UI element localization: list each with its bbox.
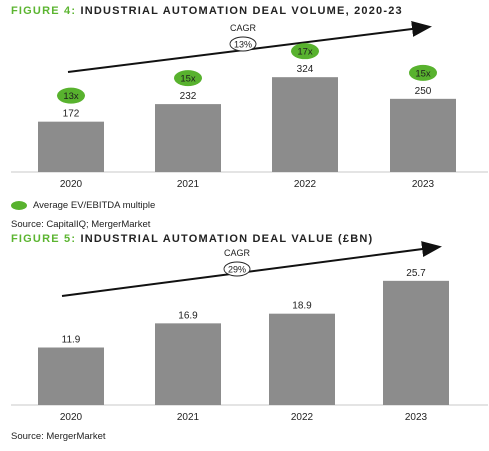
figure-5-title: FIGURE 5: INDUSTRIAL AUTOMATION DEAL VAL… [11,233,373,245]
legend: Average EV/EBITDA multiple [11,200,155,211]
figure-4-source: Source: CapitalIQ; MergerMarket [11,219,151,230]
cagr-bubble [229,36,257,52]
cagr-bubble [223,261,251,277]
x-tick-label-2021: 2021 [177,179,200,190]
bar-value-label-2022: 18.9 [292,301,312,312]
bar-value-label-2020: 11.9 [62,335,81,346]
multiple-badge-2021 [174,70,202,87]
cagr-label: CAGR [224,248,251,258]
bar-2021 [155,104,221,172]
cagr-arrow [61,241,442,297]
bar-2021 [155,323,221,405]
legend-swatch-multiple [11,201,27,210]
multiple-badge-label-2020: 13x [63,91,79,102]
multiple-badge-2023 [409,64,437,81]
multiple-badge-label-2023: 15x [415,68,431,79]
figure-4-title: FIGURE 4: INDUSTRIAL AUTOMATION DEAL VOL… [11,5,403,17]
deal-value-chart: CAGR 29% 11.9 2020 16.9 2021 18.9 2022 25.7 2023 [11,241,488,423]
multiple-badge-2020 [57,87,85,104]
bar-2022 [272,77,338,172]
x-tick-label-2022: 2022 [294,179,317,190]
bar-value-label-2022: 324 [297,64,314,75]
figure-5-title-text: INDUSTRIAL AUTOMATION DEAL VALUE (£BN) [80,233,374,245]
cagr-label: CAGR [230,23,257,33]
x-tick-label-2020: 2020 [60,179,83,190]
x-tick-label-2023: 2023 [412,179,435,190]
figure-5-source: Source: MergerMarket [11,431,106,442]
bar-2020 [38,347,104,405]
x-tick-label-2023: 2023 [405,412,428,423]
legend-label-multiple: Average EV/EBITDA multiple [33,200,156,211]
bar-2022 [269,313,335,405]
figure-4-title-text: INDUSTRIAL AUTOMATION DEAL VOLUME, 2020-… [80,5,403,17]
bar-value-label-2021: 16.9 [178,310,198,321]
x-tick-label-2020: 2020 [60,412,83,423]
x-tick-label-2022: 2022 [291,412,314,423]
bar-2023 [383,280,449,405]
bar-value-label-2023: 250 [415,86,432,97]
x-tick-label-2021: 2021 [177,412,200,423]
bar-2023 [390,98,456,172]
bar-value-label-2020: 172 [63,109,80,120]
figure-5-number: FIGURE 5: [11,233,77,245]
cagr-value: 13% [234,40,252,50]
cagr-value: 29% [228,265,246,275]
deal-volume-chart: CAGR 13% 172 2020 232 2021 324 2022 250 2023 13x 15… [11,21,488,190]
multiple-badge-label-2022: 17x [297,47,313,58]
multiple-badge-2022 [291,43,319,60]
bar-value-label-2021: 232 [180,91,197,102]
figure-4-number: FIGURE 4: [11,5,77,17]
bar-value-label-2023: 25.7 [406,268,426,279]
bar-2020 [38,121,104,172]
multiple-badge-label-2021: 15x [180,74,196,85]
